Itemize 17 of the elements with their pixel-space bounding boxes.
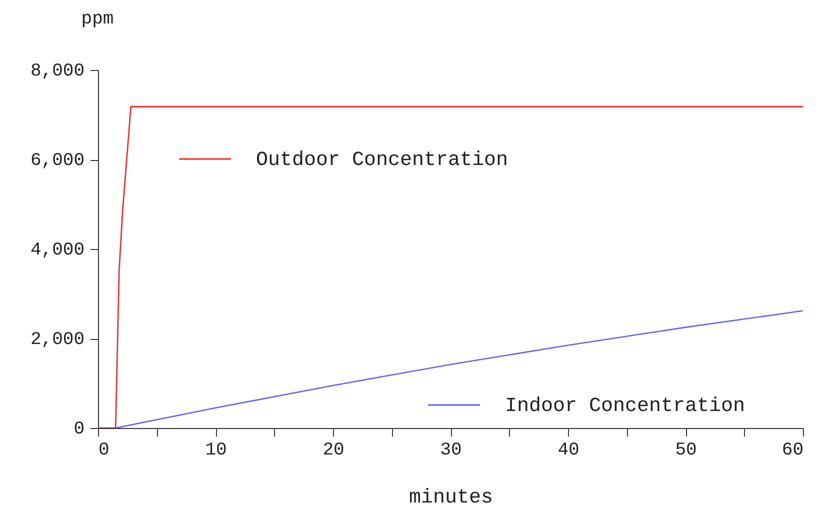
y-tick-label: 8,000 xyxy=(30,62,84,82)
y-tick-label: 4,000 xyxy=(30,240,84,260)
x-tick-label: 50 xyxy=(675,440,697,460)
x-tick-label: 40 xyxy=(558,440,580,460)
x-tick-label: 0 xyxy=(98,440,110,460)
y-tick-label: 6,000 xyxy=(30,151,84,171)
x-axis-title: minutes xyxy=(408,486,494,510)
y-tick-label: 0 xyxy=(74,420,84,440)
y-tick-label: 2,000 xyxy=(30,330,84,350)
x-tick-label: 10 xyxy=(205,440,227,460)
x-tick-label: 20 xyxy=(322,440,344,460)
x-tick-label: 30 xyxy=(440,440,462,460)
legend-label: Outdoor Concentration xyxy=(256,149,508,172)
legend-label: Indoor Concentration xyxy=(505,395,746,418)
x-tick-label: 60 xyxy=(782,440,804,460)
y-axis-title: ppm xyxy=(81,10,114,30)
line-series xyxy=(114,310,803,428)
